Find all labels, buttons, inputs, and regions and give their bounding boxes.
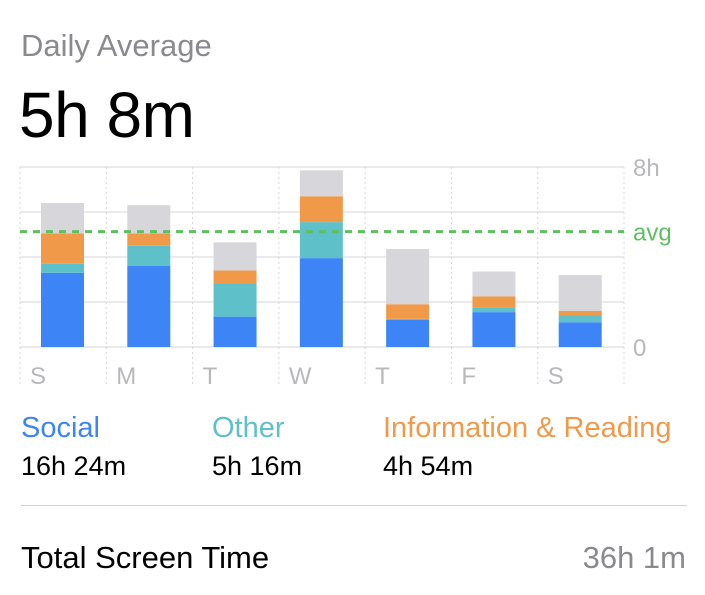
bar-segment-information-reading [386, 304, 430, 319]
x-tick-label: S [548, 363, 564, 390]
divider [21, 505, 687, 506]
average-label: avg [633, 220, 672, 247]
bar-segment-information-reading [127, 233, 171, 246]
x-tick-label: F [461, 363, 476, 390]
bar-top-cap [386, 249, 430, 256]
bar-segment-social [127, 266, 171, 347]
bar-segment-social [299, 258, 343, 347]
legend-social[interactable]: Social 16h 24m [21, 410, 126, 484]
bar-segment-other [472, 307, 516, 313]
bar-segment-social [472, 312, 516, 347]
bar-segment-information-reading [213, 270, 257, 284]
bar-segment-other [41, 263, 84, 273]
legend-other-value: 5h 16m [212, 451, 303, 481]
y-tick-label-zero: 0 [633, 335, 646, 362]
bar-segment-social [558, 322, 602, 347]
bar-segment-other [213, 284, 257, 317]
bar-segment-social [386, 320, 430, 347]
legend-other[interactable]: Other 5h 16m [212, 410, 302, 484]
legend-information-reading-name: Information & Reading [383, 412, 672, 444]
total-screen-time-label[interactable]: Total Screen Time [21, 540, 270, 575]
bar-top-cap [41, 203, 84, 209]
x-tick-label: T [203, 363, 218, 390]
legend-social-name: Social [21, 412, 100, 444]
legend-social-value: 16h 24m [21, 451, 127, 481]
x-tick-label: M [116, 363, 136, 390]
x-tick-label: T [375, 363, 390, 390]
bar-top-cap [213, 242, 257, 249]
bar-segment-other [127, 245, 171, 266]
bar-segment-information-reading [299, 196, 343, 223]
bar-segment-information-reading [41, 233, 84, 264]
bar-segment-other [558, 315, 602, 323]
bar-segment-social [213, 316, 257, 347]
x-tick-label: S [30, 363, 46, 390]
bar-segment-social [41, 272, 84, 347]
x-tick-label: W [289, 363, 312, 390]
bar-segment-other [299, 222, 343, 259]
total-screen-time-value: 36h 1m [582, 540, 686, 575]
y-tick-label-max: 8h [633, 155, 660, 182]
legend-information-reading[interactable]: Information & Reading 4h 54m [383, 410, 672, 484]
daily-average-label: Daily Average [21, 28, 212, 63]
bar-top-cap [299, 170, 343, 177]
bar-top-cap [558, 275, 602, 281]
legend-information-reading-value: 4h 54m [383, 451, 474, 481]
daily-average-value: 5h 8m [19, 79, 195, 151]
bar-segment-other [386, 318, 430, 320]
bar-segment-information-reading [558, 311, 602, 316]
bar-top-cap [127, 205, 171, 212]
bar-segment-information-reading [472, 296, 516, 308]
bar-top-cap [472, 271, 516, 278]
legend-other-name: Other [212, 412, 285, 444]
usage-chart[interactable]: avg 8h 0 S M T W T F S [0, 0, 705, 400]
bar-segment-uncategorized [386, 249, 430, 305]
